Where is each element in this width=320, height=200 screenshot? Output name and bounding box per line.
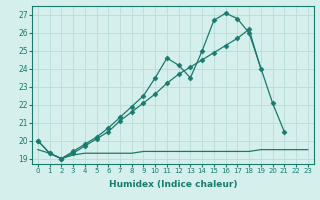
X-axis label: Humidex (Indice chaleur): Humidex (Indice chaleur) [108,180,237,189]
